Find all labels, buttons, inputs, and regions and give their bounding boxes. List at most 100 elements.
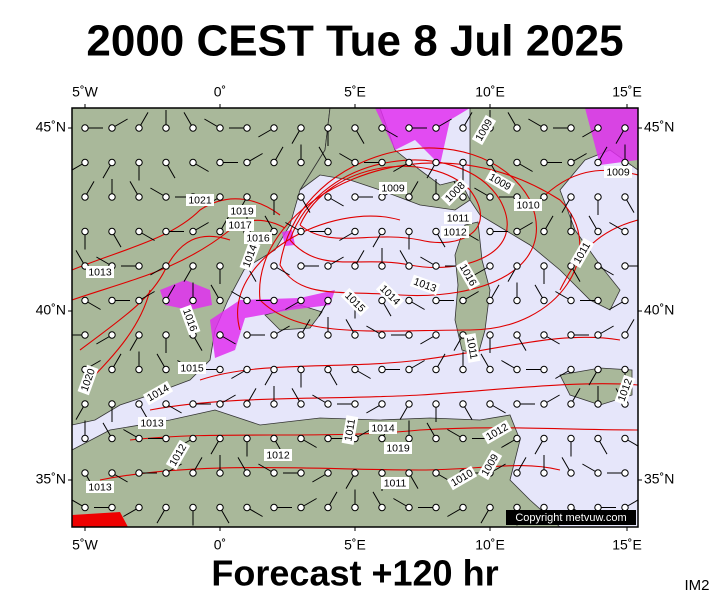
station <box>81 227 89 236</box>
station <box>108 158 116 167</box>
station <box>189 158 197 167</box>
station <box>216 193 224 201</box>
station <box>324 158 332 167</box>
station <box>540 400 548 408</box>
station <box>378 193 386 201</box>
lon-label: 0˚ <box>214 84 226 100</box>
station <box>459 400 467 408</box>
lat-label: 45˚N <box>644 119 674 135</box>
station <box>567 331 575 339</box>
station <box>486 227 494 236</box>
lon-label: 10˚E <box>475 537 505 553</box>
station <box>594 331 602 339</box>
station <box>243 503 251 512</box>
station <box>621 469 629 477</box>
station <box>189 434 197 443</box>
isobar-label-text: 1019 <box>230 205 254 217</box>
station <box>108 365 116 374</box>
station <box>162 400 170 408</box>
station <box>621 158 629 167</box>
station <box>108 124 116 132</box>
station <box>378 434 386 443</box>
station <box>243 296 251 305</box>
isobar-label: 1016 <box>244 232 272 244</box>
isobar-label-box <box>375 280 405 310</box>
station <box>270 469 278 477</box>
isobar-label: 1019 <box>384 442 412 454</box>
station <box>216 503 224 512</box>
station <box>405 158 413 167</box>
isobar-label-box <box>179 304 201 336</box>
axes: 5˚W 5˚W 0˚ 0˚ 5˚E 5˚E 10˚E 10˚E 15˚E 15˚E 45˚N 45˚N… <box>36 84 675 553</box>
isobar-label: 1013 <box>86 481 114 493</box>
station <box>432 503 440 512</box>
isobar-label: 1017 <box>226 219 254 231</box>
station <box>378 469 386 477</box>
station <box>567 124 575 132</box>
station <box>567 296 575 305</box>
isobar-label-box <box>440 177 470 207</box>
precip-west <box>160 230 335 358</box>
station <box>108 400 116 408</box>
title: 2000 CEST Tue 8 Jul 2025 <box>86 17 623 66</box>
isobar-label-box <box>379 182 407 194</box>
lon-label: 15˚E <box>612 84 642 100</box>
station <box>378 227 386 236</box>
isobar-label-box <box>444 212 472 224</box>
isobar-label-box <box>228 205 256 217</box>
station <box>135 469 143 477</box>
isobar-label-box <box>471 114 497 146</box>
station <box>486 400 494 408</box>
isobar-label-box <box>484 169 516 195</box>
station <box>486 158 494 167</box>
station <box>189 503 197 512</box>
isobar-label-text: 1011 <box>447 212 470 224</box>
station <box>351 193 359 201</box>
isobar-label-box <box>86 266 114 278</box>
station <box>297 227 305 236</box>
isobar-label-box <box>463 333 481 363</box>
station <box>594 434 602 443</box>
station <box>540 262 548 270</box>
station <box>324 434 332 443</box>
station <box>621 262 629 270</box>
heat-low <box>72 512 128 527</box>
station <box>567 434 575 443</box>
station <box>216 469 224 477</box>
station <box>540 124 548 132</box>
station <box>81 124 89 132</box>
station <box>324 227 332 236</box>
station <box>189 227 197 236</box>
isobar-label-box <box>86 481 114 493</box>
isobar-label-text: 1011 <box>464 336 480 360</box>
station <box>324 365 332 374</box>
station <box>351 124 359 132</box>
station <box>162 434 170 443</box>
station <box>486 365 494 374</box>
station <box>513 262 521 270</box>
station <box>432 262 440 270</box>
station <box>540 365 548 374</box>
station <box>486 331 494 339</box>
isobar-label: 1011 <box>444 212 472 224</box>
station <box>513 124 521 132</box>
station <box>189 296 197 305</box>
station <box>81 193 89 201</box>
station <box>297 434 305 443</box>
station <box>135 296 143 305</box>
station <box>459 365 467 374</box>
station <box>351 331 359 339</box>
station <box>108 331 116 339</box>
lon-label: 15˚E <box>612 537 642 553</box>
lon-label: 5˚W <box>72 537 98 553</box>
station <box>594 365 602 374</box>
station <box>108 193 116 201</box>
station <box>513 227 521 236</box>
station <box>405 296 413 305</box>
isobar-label: 1009 <box>379 182 407 194</box>
station <box>243 400 251 408</box>
station <box>135 262 143 270</box>
isobar-label-box <box>239 240 261 272</box>
lat-label: 40˚N <box>36 302 66 318</box>
